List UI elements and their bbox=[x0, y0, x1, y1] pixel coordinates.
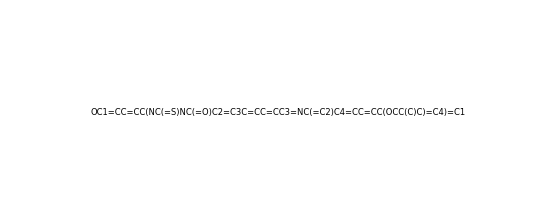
Text: OC1=CC=CC(NC(=S)NC(=O)C2=C3C=CC=CC3=NC(=C2)C4=CC=CC(OCC(C)C)=C4)=C1: OC1=CC=CC(NC(=S)NC(=O)C2=C3C=CC=CC3=NC(=… bbox=[90, 108, 466, 117]
